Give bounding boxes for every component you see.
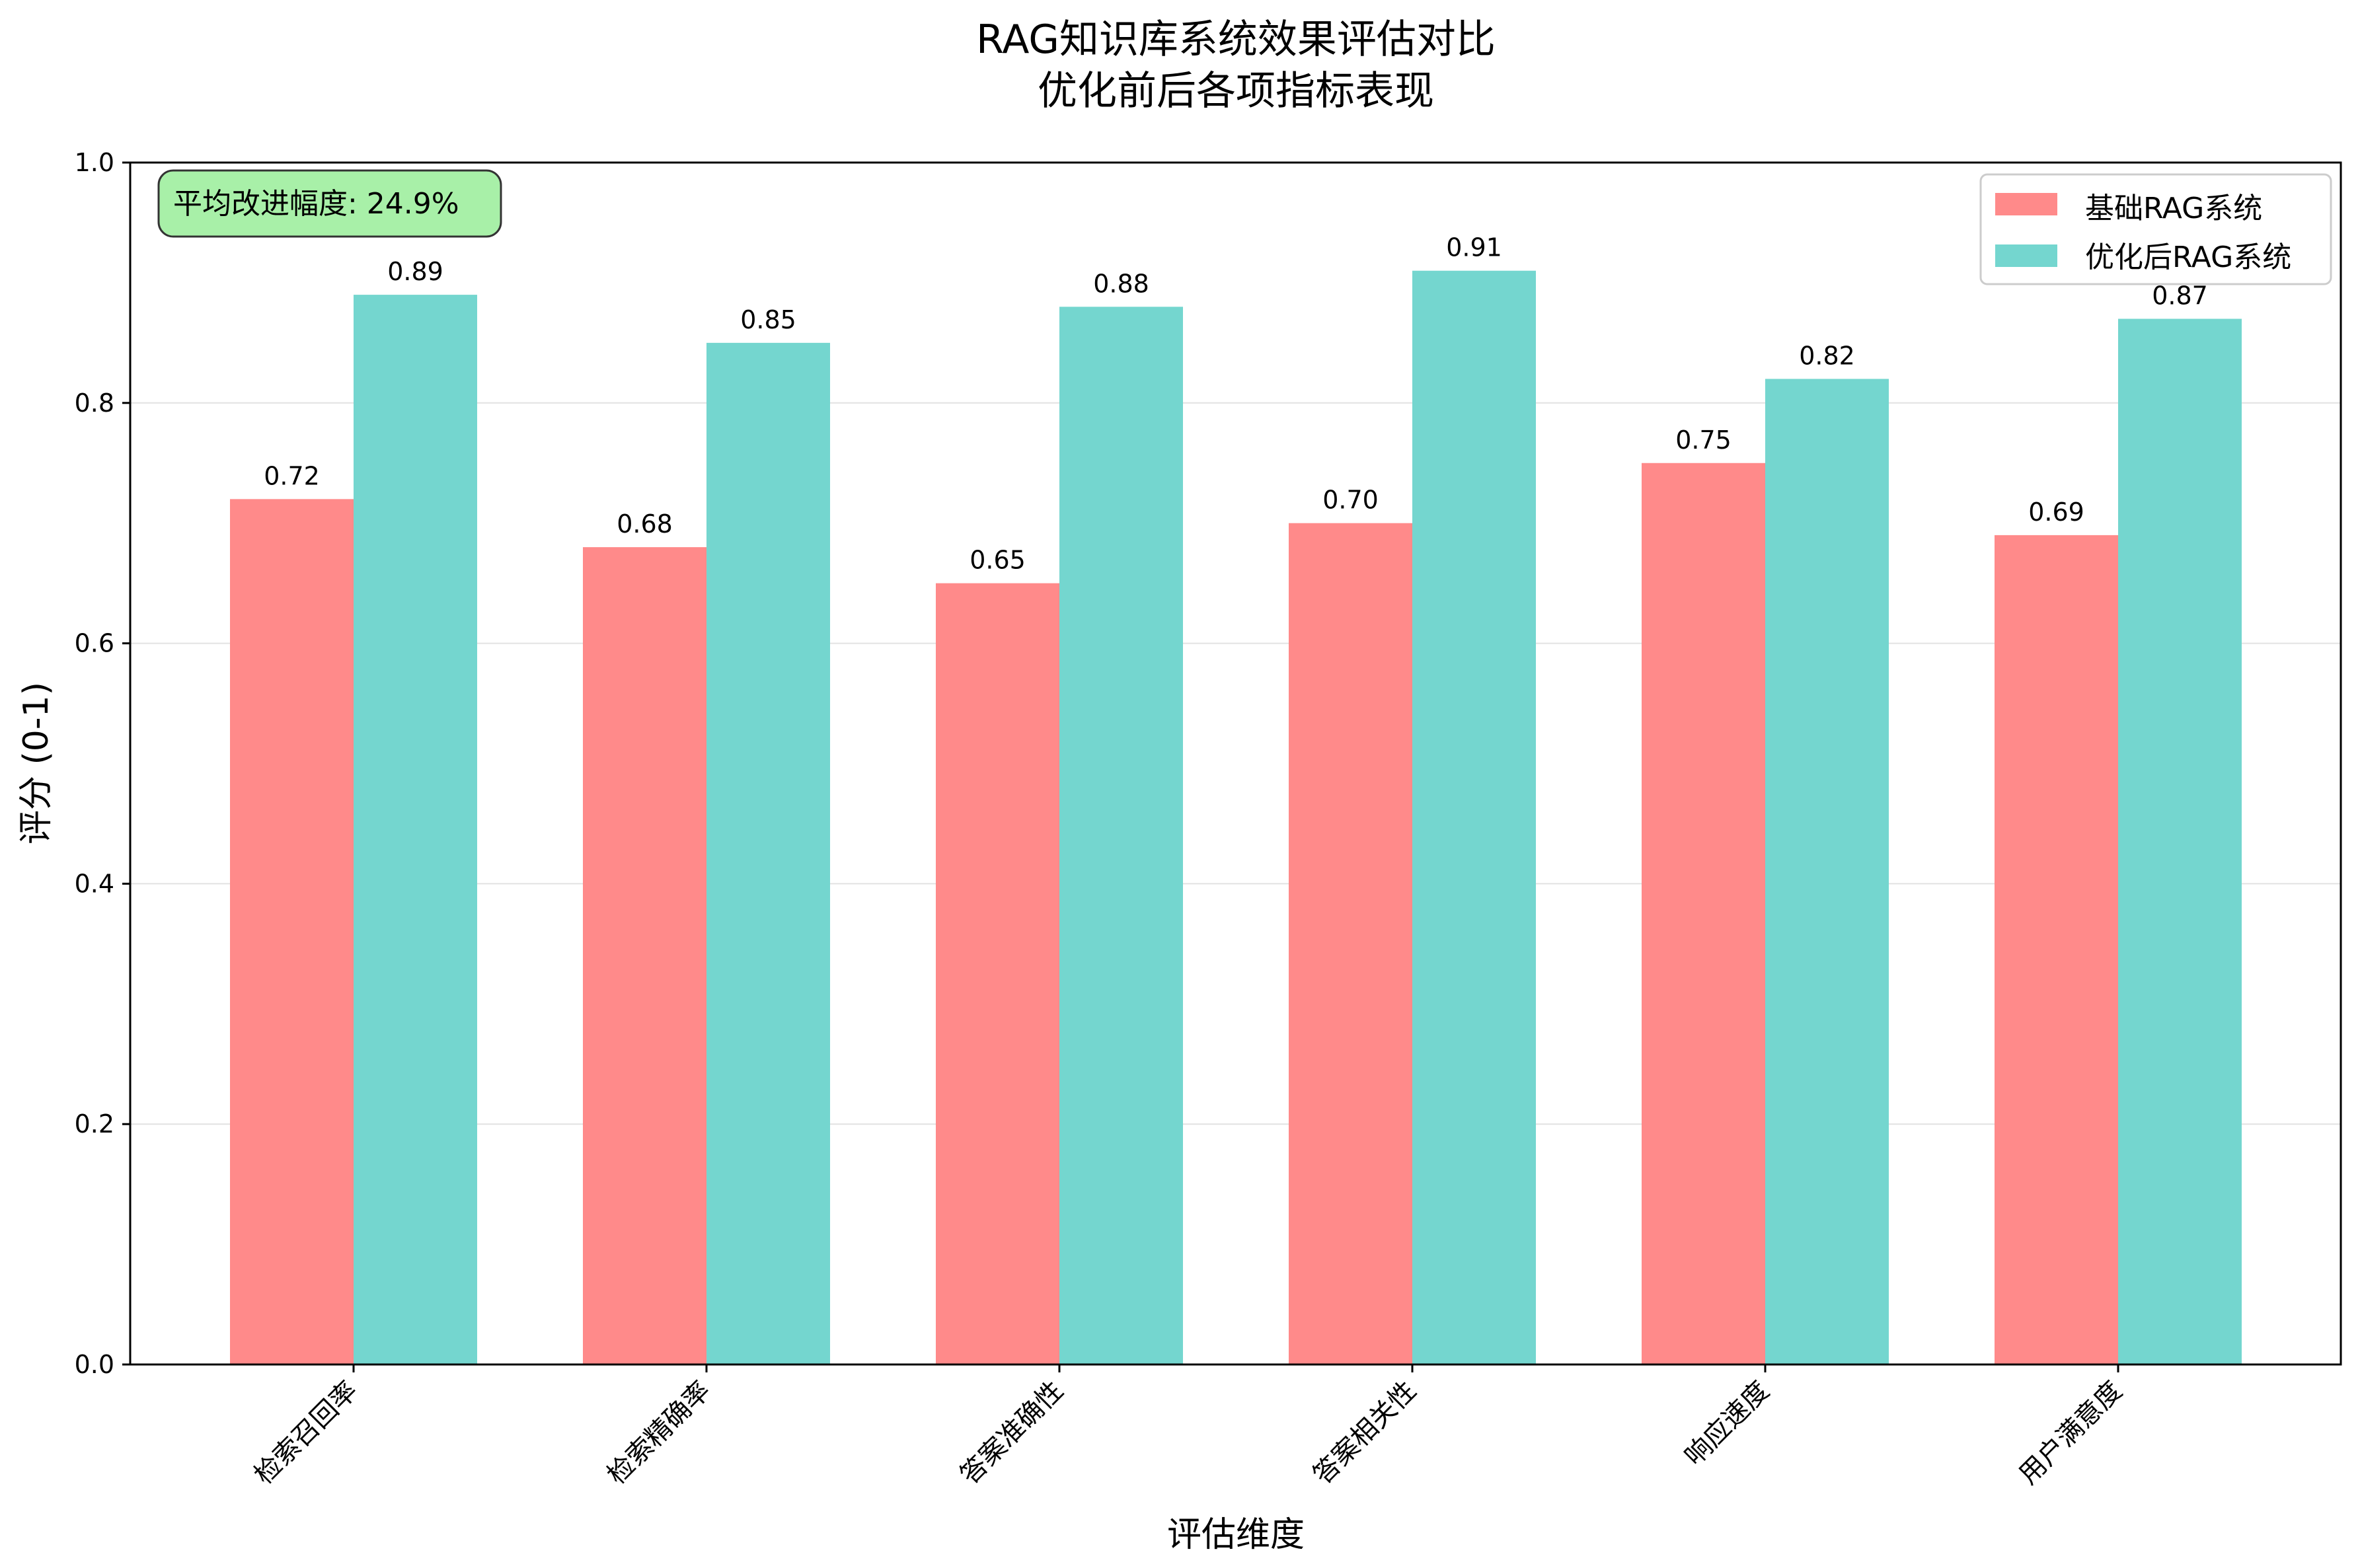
data-label: 0.91	[1446, 233, 1502, 262]
chart-subtitle: 优化前后各项指标表现	[1038, 68, 1434, 114]
data-labels: 0.72 0.89 0.68 0.85 0.65 0.88 0.70 0.91 0.75 0.82…	[264, 233, 2208, 575]
y-tick-label: 0.4	[75, 869, 114, 898]
bar-base-2	[936, 583, 1059, 1364]
y-axis: 0.0 0.2 0.4 0.6 0.8 1.0	[75, 148, 130, 1379]
gridlines	[130, 402, 2341, 1125]
y-axis-label: 评分 (0-1)	[17, 682, 56, 844]
legend-label-optimized: 优化后RAG系统	[2085, 241, 2291, 274]
data-label: 0.88	[1093, 269, 1149, 298]
improvement-annotation: 平均改进幅度: 24.9%	[157, 169, 502, 238]
data-label: 0.89	[387, 257, 443, 286]
data-label: 0.69	[2028, 498, 2084, 527]
bar-optimized-3	[1412, 270, 1536, 1365]
bar-base-4	[1642, 463, 1765, 1364]
bar-base-5	[1995, 535, 2118, 1364]
data-label: 0.87	[2152, 281, 2208, 310]
bar-optimized-5	[2118, 318, 2242, 1365]
plot-frame	[129, 161, 2342, 1366]
annotation-box	[157, 169, 502, 238]
data-label: 0.68	[617, 509, 673, 539]
chart-title: RAG知识库系统效果评估对比	[976, 17, 1496, 63]
legend-frame	[1979, 173, 2332, 285]
bars	[230, 270, 2242, 1365]
y-tick-label: 0.6	[75, 629, 114, 658]
legend-label-base: 基础RAG系统	[2085, 192, 2262, 225]
data-label: 0.70	[1322, 486, 1379, 515]
y-tick-label: 0.2	[75, 1109, 114, 1139]
bar-base-0	[230, 499, 354, 1364]
bar-base-3	[1289, 523, 1412, 1365]
y-tick-label: 1.0	[75, 148, 114, 177]
bar-optimized-2	[1059, 307, 1183, 1364]
legend-swatch-base	[1995, 193, 2057, 215]
bar-optimized-4	[1765, 379, 1889, 1365]
x-axis-label: 评估维度	[1167, 1515, 1305, 1555]
bar-base-1	[583, 547, 706, 1364]
legend-swatch-optimized	[1995, 244, 2057, 267]
data-label: 0.65	[970, 546, 1026, 575]
y-tick-label: 0.8	[75, 389, 114, 418]
annotation-text: 平均改进幅度: 24.9%	[173, 187, 459, 221]
y-tick-label: 0.0	[75, 1350, 114, 1379]
data-label: 0.72	[264, 461, 320, 490]
bar-optimized-1	[706, 342, 830, 1364]
bar-optimized-0	[354, 295, 477, 1365]
data-label: 0.85	[740, 305, 796, 334]
legend: 基础RAG系统 优化后RAG系统	[1979, 173, 2332, 285]
data-label: 0.82	[1799, 341, 1855, 370]
data-label: 0.75	[1675, 426, 1732, 455]
